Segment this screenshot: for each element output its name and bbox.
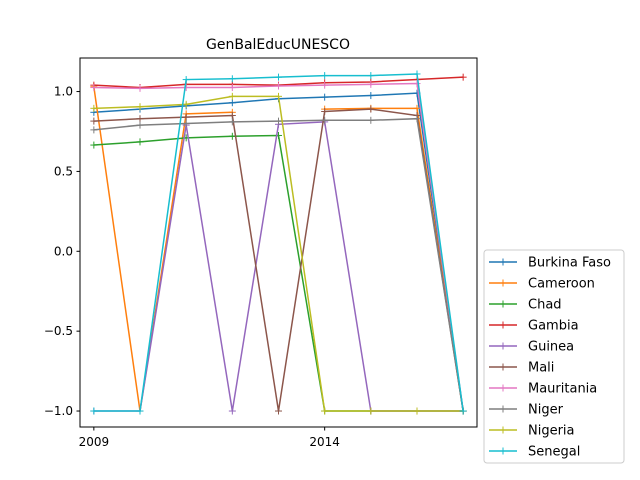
- data-point: [321, 108, 329, 116]
- series-9: [90, 70, 467, 415]
- series-line: [93, 121, 464, 412]
- data-point: [413, 104, 421, 112]
- data-point: [367, 92, 375, 100]
- plot-area: [90, 70, 467, 415]
- data-point: [321, 93, 329, 101]
- data-point: [275, 117, 282, 125]
- legend-item: Burkina Faso: [489, 256, 611, 271]
- legend: Burkina Faso Cameroon Chad Gambia Guinea Mali…: [483, 249, 625, 464]
- data-point: [321, 116, 329, 124]
- legend-label: Gambia: [528, 319, 579, 334]
- data-point: [90, 117, 98, 125]
- data-point: [275, 407, 282, 415]
- legend-item: Niger: [489, 403, 564, 418]
- data-point: [413, 115, 421, 123]
- data-point: [367, 407, 375, 415]
- y-tick-label: −0.5: [44, 324, 73, 338]
- data-point: [275, 82, 282, 90]
- data-point: [228, 132, 236, 140]
- data-point: [367, 105, 375, 113]
- legend-label: Chad: [528, 298, 562, 313]
- data-point: [90, 407, 98, 415]
- legend-label: Mauritania: [528, 382, 597, 397]
- data-point: [90, 104, 98, 112]
- series-line: [93, 86, 233, 412]
- data-point: [182, 119, 190, 127]
- legend-label: Cameroon: [528, 277, 595, 292]
- data-point: [136, 407, 144, 415]
- x-tick-label: 2014: [309, 435, 340, 449]
- data-point: [182, 84, 190, 92]
- legend-item: Senegal: [489, 445, 580, 460]
- series-line: [93, 108, 464, 412]
- data-point: [136, 138, 144, 146]
- x-tick-label: 2009: [79, 435, 110, 449]
- data-point: [228, 118, 236, 126]
- data-point: [136, 84, 144, 92]
- data-point: [275, 73, 282, 81]
- data-point: [228, 75, 236, 83]
- data-point: [321, 72, 329, 80]
- data-point: [182, 76, 190, 84]
- legend-label: Nigeria: [528, 424, 575, 439]
- legend-box: [483, 249, 625, 464]
- legend-item: Mali: [489, 361, 554, 376]
- data-point: [90, 141, 98, 149]
- data-point: [275, 92, 282, 100]
- legend-label: Senegal: [528, 445, 580, 460]
- legend-label: Guinea: [528, 340, 574, 355]
- y-tick-label: −1.0: [44, 404, 73, 418]
- axes: −1.0 −0.5 0.0 0.5 1.0 2009 2014: [44, 57, 478, 449]
- data-point: [90, 84, 98, 92]
- data-point: [182, 113, 190, 121]
- data-point: [459, 73, 467, 81]
- y-tick-label: 0.0: [54, 244, 73, 258]
- data-point: [413, 407, 421, 415]
- legend-item: Gambia: [489, 319, 579, 334]
- data-point: [228, 92, 236, 100]
- data-point: [413, 80, 421, 88]
- data-point: [136, 103, 144, 111]
- legend-label: Mali: [528, 361, 554, 376]
- y-tick-label: 0.5: [54, 164, 73, 178]
- chart-title: GenBalEducUNESCO: [206, 37, 350, 53]
- series-line: [93, 134, 464, 412]
- data-point: [321, 407, 329, 415]
- legend-label: Niger: [528, 403, 564, 418]
- series-line: [93, 117, 464, 412]
- axes-frame: [79, 57, 478, 428]
- data-point: [367, 116, 375, 124]
- data-point: [136, 115, 144, 123]
- legend-item: Chad: [489, 298, 562, 313]
- data-point: [90, 126, 98, 134]
- legend-item: Cameroon: [489, 277, 595, 292]
- data-point: [182, 100, 190, 108]
- data-point: [367, 72, 375, 80]
- series-line: [93, 95, 464, 412]
- data-point: [136, 121, 144, 129]
- data-point: [413, 70, 421, 78]
- data-point: [459, 407, 467, 415]
- legend-item: Guinea: [489, 340, 574, 355]
- data-point: [228, 112, 236, 120]
- data-point: [228, 99, 236, 107]
- series-4: [90, 118, 467, 415]
- y-tick-label: 1.0: [54, 85, 73, 99]
- data-point: [228, 407, 236, 415]
- data-point: [321, 81, 329, 89]
- legend-label: Burkina Faso: [528, 256, 611, 271]
- data-point: [367, 80, 375, 88]
- data-point: [228, 84, 236, 92]
- legend-item: Mauritania: [489, 382, 597, 397]
- legend-item: Nigeria: [489, 424, 575, 439]
